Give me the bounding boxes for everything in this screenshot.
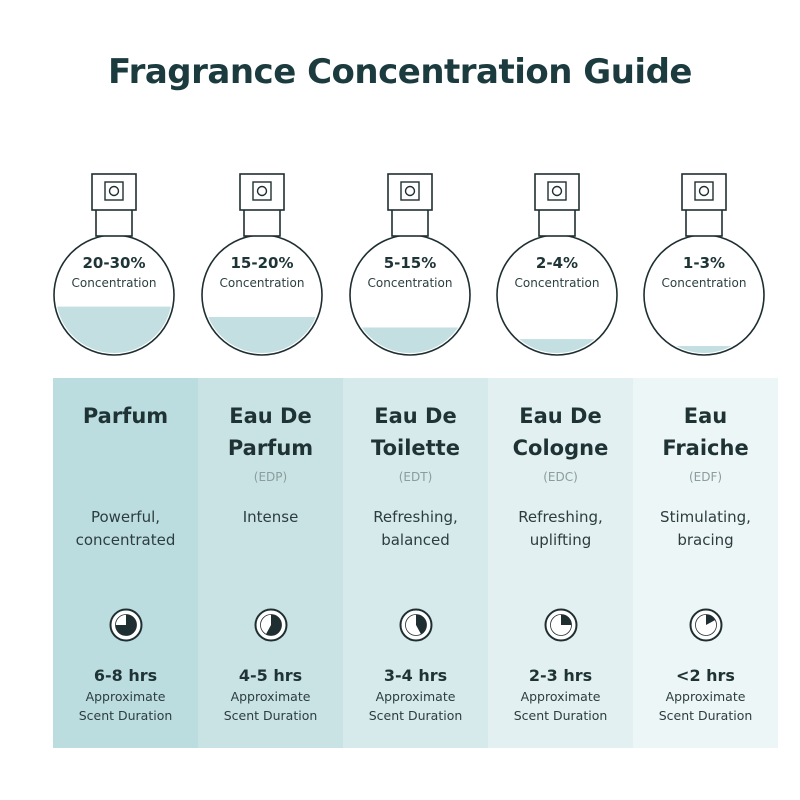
bottle-neck bbox=[95, 205, 133, 237]
liquid-level bbox=[646, 346, 762, 353]
fragrance-description: Stimulating, bracing bbox=[660, 508, 751, 549]
bottle-edp: 15-20% Concentration bbox=[200, 168, 324, 363]
cap-window bbox=[547, 181, 567, 201]
perfume-bottle-icon bbox=[349, 173, 471, 356]
panel-edf: Eau Fraiche (EDF) Stimulating, bracing <2 … bbox=[633, 378, 778, 748]
clock-wedge bbox=[115, 614, 137, 636]
bottle-neck bbox=[685, 205, 723, 237]
bottle-edt: 5-15% Concentration bbox=[348, 168, 472, 363]
fragrance-description: Refreshing, balanced bbox=[373, 508, 458, 549]
bottle-neck bbox=[243, 205, 281, 237]
cap-window bbox=[400, 181, 420, 201]
clock-icon bbox=[544, 608, 578, 642]
fragrance-description: Powerful, concentrated bbox=[75, 508, 176, 549]
cap-window bbox=[252, 181, 272, 201]
perfume-bottle-icon bbox=[496, 173, 618, 356]
fragrance-description: Refreshing, uplifting bbox=[518, 508, 603, 549]
fragrance-name: Eau De Cologne bbox=[512, 404, 609, 460]
fragrance-abbreviation: (EDF) bbox=[688, 470, 723, 484]
concentration-label: Concentration bbox=[219, 276, 305, 290]
fragrance-abbreviation: (EDC) bbox=[543, 470, 578, 484]
cap-button bbox=[108, 185, 120, 197]
clock-icon bbox=[689, 608, 723, 642]
bottle-row: 20-30% Concentration 15-20% Concentratio… bbox=[52, 168, 782, 368]
cap-button bbox=[256, 185, 268, 197]
bottle-body bbox=[496, 234, 618, 356]
fragrance-name: Eau De Toilette bbox=[371, 404, 460, 460]
bottle-neck bbox=[538, 205, 576, 237]
duration-label: Approximate Scent Duration bbox=[658, 689, 753, 723]
concentration-label: Concentration bbox=[514, 276, 600, 290]
duration-label: Approximate Scent Duration bbox=[368, 689, 463, 723]
concentration-percent: 15-20% bbox=[230, 254, 294, 272]
concentration-percent: 1-3% bbox=[682, 254, 726, 272]
clock-wedge bbox=[561, 614, 572, 625]
fragrance-name: Eau De Parfum bbox=[227, 404, 314, 460]
duration-label: Approximate Scent Duration bbox=[513, 689, 608, 723]
liquid-level bbox=[56, 306, 172, 353]
duration-label: Approximate Scent Duration bbox=[223, 689, 318, 723]
clock-wedge bbox=[265, 614, 282, 636]
concentration-percent: 20-30% bbox=[82, 254, 146, 272]
cap-window bbox=[694, 181, 714, 201]
duration-value: 2-3 hrs bbox=[528, 666, 593, 685]
clock-icon bbox=[254, 608, 288, 642]
duration-value: 4-5 hrs bbox=[238, 666, 303, 685]
concentration-label: Concentration bbox=[367, 276, 453, 290]
page-title: Fragrance Concentration Guide bbox=[108, 52, 692, 92]
panel-edc: Eau De Cologne (EDC) Refreshing, uplifting… bbox=[488, 378, 633, 748]
perfume-bottle-icon bbox=[53, 173, 175, 356]
bottle-body bbox=[643, 234, 765, 356]
concentration-percent: 2-4% bbox=[535, 254, 579, 272]
fragrance-description: Intense bbox=[242, 508, 299, 526]
bottle-edc: 2-4% Concentration bbox=[495, 168, 619, 363]
clock-icon bbox=[109, 608, 143, 642]
cap-window bbox=[104, 181, 124, 201]
fragrance-name: Parfum bbox=[82, 404, 169, 428]
duration-value: <2 hrs bbox=[676, 666, 735, 685]
clock-wedge bbox=[416, 614, 427, 635]
panel-edt: Eau De Toilette (EDT) Refreshing, balanced… bbox=[343, 378, 488, 748]
panel-parfum: Parfum Powerful, concentrated 6-8 hrs App… bbox=[53, 378, 198, 748]
concentration-label: Concentration bbox=[71, 276, 157, 290]
concentration-label: Concentration bbox=[661, 276, 747, 290]
bottle-parfum: 20-30% Concentration bbox=[52, 168, 176, 363]
bottle-edf: 1-3% Concentration bbox=[642, 168, 766, 363]
duration-value: 3-4 hrs bbox=[383, 666, 448, 685]
cap-button bbox=[551, 185, 563, 197]
bottle-neck bbox=[391, 205, 429, 237]
cap-button bbox=[698, 185, 710, 197]
cap-button bbox=[404, 185, 416, 197]
clock-icon bbox=[399, 608, 433, 642]
duration-value: 6-8 hrs bbox=[93, 666, 158, 685]
liquid-level bbox=[352, 327, 468, 353]
perfume-bottle-icon bbox=[201, 173, 323, 356]
panel-edp: Eau De Parfum (EDP) Intense 4-5 hrs Appro… bbox=[198, 378, 343, 748]
duration-label: Approximate Scent Duration bbox=[78, 689, 173, 723]
fragrance-name: Eau Fraiche bbox=[662, 404, 749, 460]
fragrance-abbreviation: (EDT) bbox=[398, 470, 433, 484]
fragrance-abbreviation: (EDP) bbox=[253, 470, 288, 484]
perfume-bottle-icon bbox=[643, 173, 765, 356]
concentration-percent: 5-15% bbox=[383, 254, 437, 272]
liquid-level bbox=[499, 339, 615, 353]
